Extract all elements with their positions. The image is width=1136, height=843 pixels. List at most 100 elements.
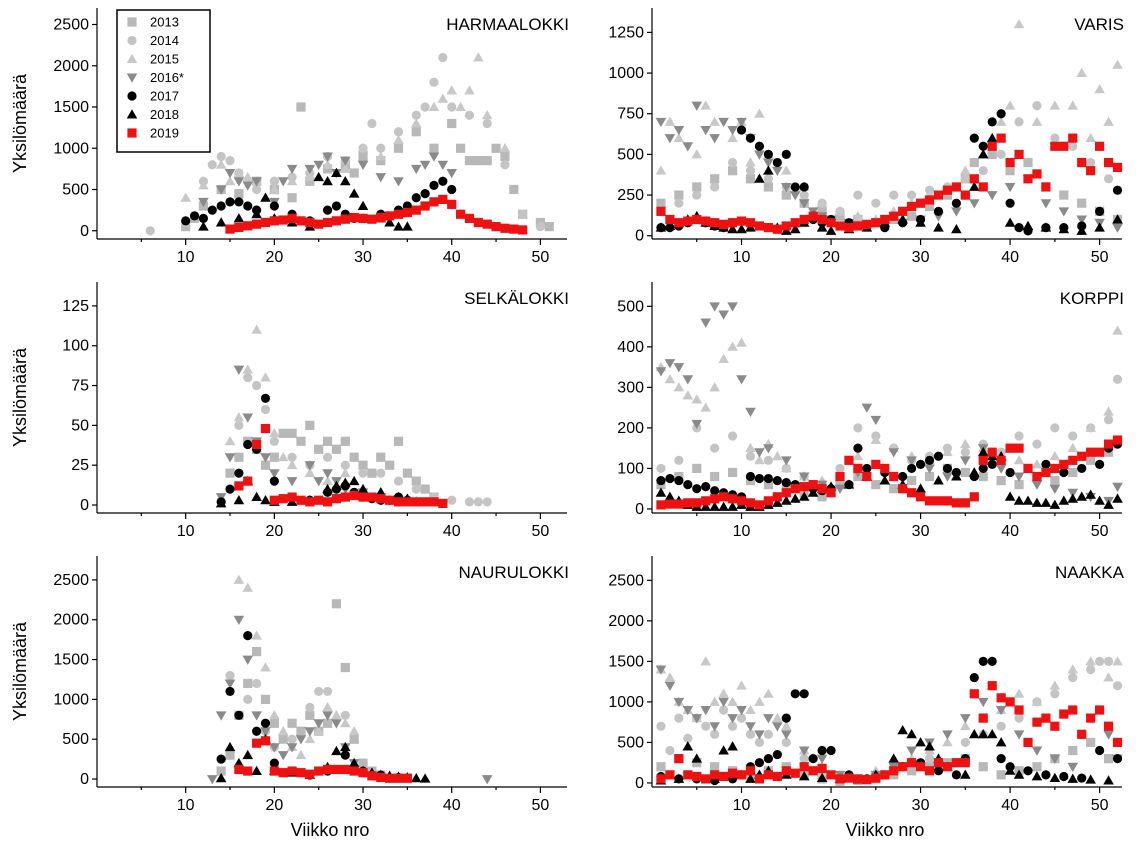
data-point xyxy=(322,686,333,697)
data-point xyxy=(763,729,773,739)
data-point xyxy=(340,710,350,720)
data-point xyxy=(898,471,908,482)
data-point xyxy=(322,217,333,228)
data-point xyxy=(736,680,747,690)
data-point xyxy=(1095,656,1105,666)
data-point xyxy=(700,402,712,412)
data-point xyxy=(234,468,244,478)
series-2013 xyxy=(181,102,554,232)
data-point xyxy=(464,85,475,95)
data-point xyxy=(798,746,810,756)
data-point xyxy=(305,702,315,712)
data-point xyxy=(986,132,998,143)
data-point xyxy=(807,487,819,497)
data-point xyxy=(664,672,676,682)
data-point xyxy=(357,160,369,171)
y-tick-label: 0 xyxy=(80,497,89,514)
data-point xyxy=(1031,480,1043,490)
data-point xyxy=(429,143,439,153)
data-point xyxy=(322,436,333,446)
data-point xyxy=(340,460,350,470)
data-point xyxy=(915,737,926,747)
data-point xyxy=(692,498,702,508)
data-point xyxy=(710,218,720,228)
data-point xyxy=(393,773,404,783)
data-point xyxy=(1031,459,1043,469)
data-point xyxy=(673,132,685,143)
data-point xyxy=(987,681,997,691)
x-tick-label: 10 xyxy=(733,523,751,540)
data-point xyxy=(340,436,350,446)
data-point xyxy=(691,149,703,159)
x-tick-label: 20 xyxy=(265,523,283,540)
data-point xyxy=(1068,431,1078,441)
data-point xyxy=(225,750,235,760)
data-point xyxy=(375,486,387,497)
data-point xyxy=(933,496,944,506)
data-point xyxy=(305,497,315,507)
data-point xyxy=(924,496,935,506)
data-point xyxy=(835,471,845,482)
data-point xyxy=(411,193,421,203)
data-point xyxy=(816,772,828,783)
data-point xyxy=(862,471,872,482)
data-point xyxy=(215,159,227,169)
data-point xyxy=(260,393,271,403)
data-point xyxy=(1059,141,1069,151)
x-tick-label: 40 xyxy=(443,249,461,266)
data-point xyxy=(269,758,279,768)
data-point xyxy=(710,174,720,184)
data-point xyxy=(977,149,989,159)
data-point xyxy=(464,110,475,120)
data-point xyxy=(1059,709,1069,719)
data-point xyxy=(906,456,917,466)
data-point xyxy=(907,766,917,776)
data-point xyxy=(234,420,244,430)
data-point xyxy=(1085,422,1096,432)
data-point xyxy=(1112,681,1123,691)
data-point xyxy=(915,198,926,208)
data-point xyxy=(331,745,342,756)
data-point xyxy=(691,714,703,724)
data-point xyxy=(942,190,953,200)
data-point xyxy=(1095,141,1105,151)
data-point xyxy=(1014,480,1024,490)
data-point xyxy=(817,745,827,756)
data-point xyxy=(780,720,792,731)
data-point xyxy=(252,219,262,229)
y-tick-label: 1500 xyxy=(53,99,89,116)
data-point xyxy=(844,773,854,783)
data-point xyxy=(656,463,666,474)
data-point xyxy=(969,672,979,683)
data-point xyxy=(656,198,666,208)
panel-title: SELKÄLOKKI xyxy=(464,289,569,308)
data-point xyxy=(692,190,702,200)
data-point xyxy=(709,302,720,312)
data-point xyxy=(898,206,908,216)
data-point xyxy=(242,413,254,423)
data-point xyxy=(781,478,791,488)
data-point xyxy=(844,223,854,233)
data-point xyxy=(243,439,253,450)
data-point xyxy=(1112,737,1123,748)
data-point xyxy=(358,468,368,478)
data-point xyxy=(1023,737,1033,748)
data-point xyxy=(1022,220,1034,230)
data-point xyxy=(243,766,253,776)
data-point xyxy=(736,770,747,780)
data-point xyxy=(960,438,971,449)
data-point xyxy=(844,455,854,465)
data-point xyxy=(1031,116,1043,126)
data-point xyxy=(349,452,359,462)
data-point xyxy=(968,467,980,477)
data-point xyxy=(1095,705,1105,715)
data-point xyxy=(995,464,1007,474)
data-point xyxy=(754,108,765,118)
data-point xyxy=(278,494,288,504)
data-point xyxy=(429,180,439,190)
data-point xyxy=(304,467,316,478)
data-point xyxy=(1112,162,1123,173)
data-point xyxy=(889,211,899,221)
data-point xyxy=(1013,688,1025,698)
y-tick-label: 0 xyxy=(635,775,644,792)
